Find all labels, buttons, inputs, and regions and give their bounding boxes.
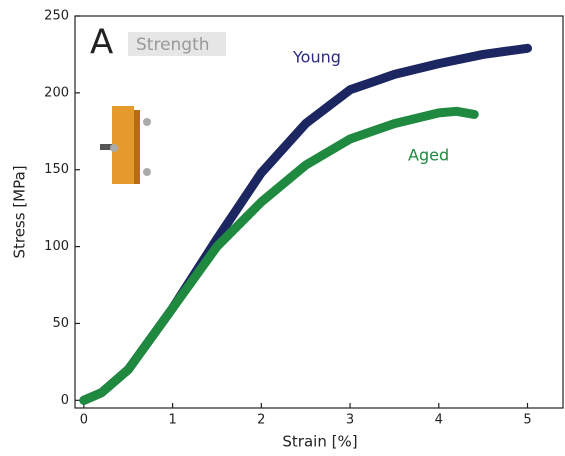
series-label: Young [292, 48, 341, 67]
y-axis-label: Stress [MPa] [11, 165, 29, 258]
sample-icon [100, 106, 151, 184]
x-axis-label: Strain [%] [282, 433, 357, 451]
title-box [128, 32, 226, 56]
x-tick-label: 1 [168, 413, 176, 428]
plot-frame [74, 15, 564, 409]
y-tick-label: 250 [44, 9, 69, 24]
x-tick-label: 2 [257, 413, 265, 428]
y-tick-label: 50 [52, 316, 69, 331]
x-tick-label: 5 [523, 413, 531, 428]
y-tick-label: 150 [44, 162, 69, 177]
chart-title: Strength [136, 35, 210, 55]
y-tick-label: 200 [44, 85, 69, 100]
series-line [79, 106, 479, 405]
y-tick-label: 100 [44, 239, 69, 254]
x-tick-label: 0 [80, 413, 88, 428]
series-label: Aged [408, 146, 449, 165]
panel-label: A [90, 23, 113, 63]
series-line [79, 43, 533, 405]
x-tick-label: 3 [346, 413, 354, 428]
x-tick-label: 4 [435, 413, 443, 428]
y-tick-label: 0 [61, 393, 69, 408]
